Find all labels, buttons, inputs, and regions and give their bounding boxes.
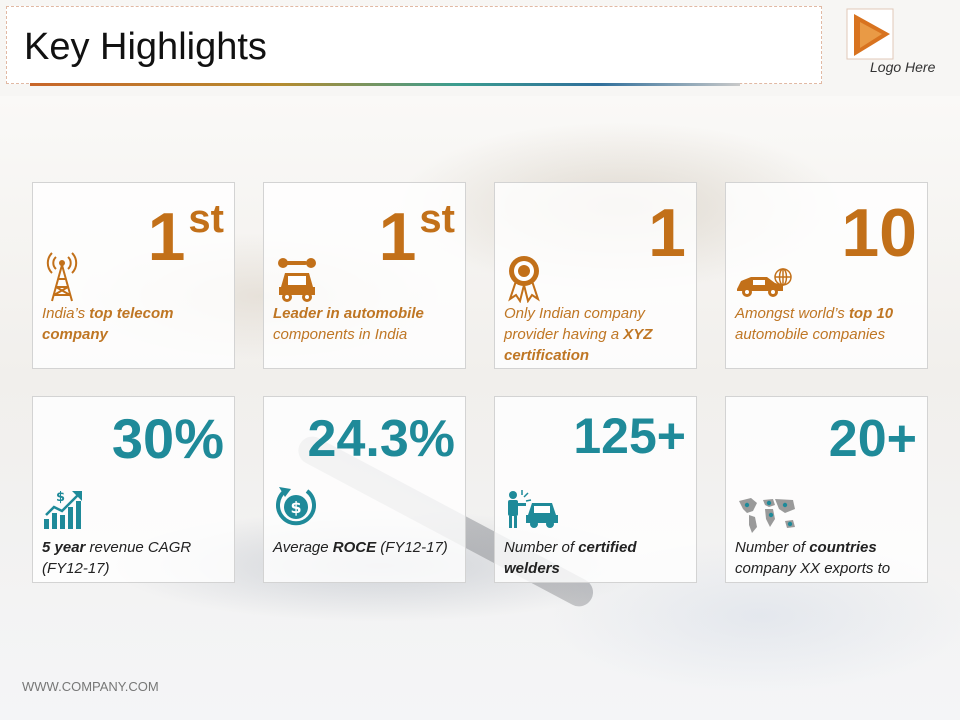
stat-value: 30% [111,407,224,470]
dollar-cycle-icon: $ [276,487,316,526]
card-description: Leader in automobile components in India [273,305,424,343]
welder-car-icon [508,490,558,528]
stat-value: 1st [378,197,455,275]
award-ribbon-icon [508,256,540,303]
card-description: India’s top telecom company [42,305,174,343]
svg-text:$: $ [56,490,65,505]
car-wrench-icon [278,258,316,302]
logo: Logo Here [838,6,952,84]
stat-value: 1 [648,195,686,271]
dollar-growth-chart-icon: $ [44,490,82,529]
page-title: Key Highlights [24,26,267,68]
svg-text:$: $ [291,498,302,517]
card-description: Amongst world’s top 10 automobile compan… [735,305,894,343]
highlight-card-cagr: 30% $ 5 year revenue CAGR (FY12-17) [32,396,235,583]
card-description: Average ROCE (FY12-17) [273,539,448,556]
car-globe-icon [737,268,792,297]
world-map-icon [739,498,795,533]
highlight-card-telecom: 1st India’s top telecom company [32,182,235,369]
antenna-tower-icon [46,252,78,302]
stat-value: 10 [841,195,917,271]
stat-value: 125+ [573,408,686,464]
title-underline [30,83,740,86]
highlight-card-countries: 20+ Number of countries company XX expor… [725,396,928,583]
highlight-card-roce: 24.3% $ Average ROCE (FY12-17) [263,396,466,583]
stat-value: 20+ [828,410,917,468]
card-description: Number of countries company XX exports t… [735,539,891,577]
logo-arrow-icon [846,8,894,60]
logo-text: Logo Here [870,59,936,75]
stat-value: 1st [147,197,224,275]
stat-value: 24.3% [307,410,455,468]
highlight-card-welders: 125+ Number of certified welders [494,396,697,583]
highlight-card-certification: 1 Only Indian company provider having a … [494,182,697,369]
footer-url: WWW.COMPANY.COM [22,679,159,694]
card-description: 5 year revenue CAGR (FY12-17) [42,539,192,577]
highlight-card-world-top: 10 Amongst world’s top 10 automobile com… [725,182,928,369]
card-description: Only Indian company provider having a XY… [504,305,653,364]
title-box [6,6,822,84]
card-description: Number of certified welders [504,539,637,577]
highlight-card-automobile: 1st Leader in automobile components in I… [263,182,466,369]
